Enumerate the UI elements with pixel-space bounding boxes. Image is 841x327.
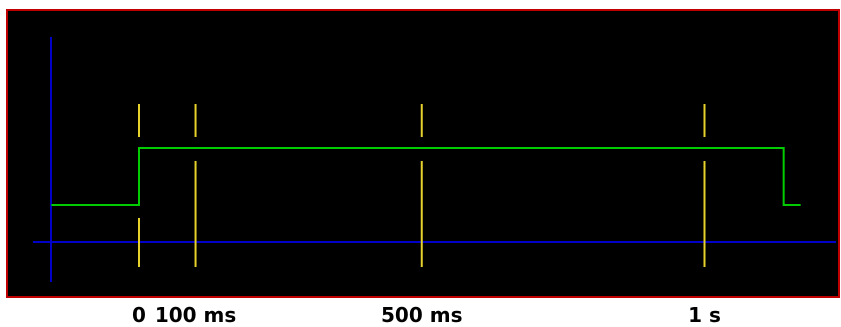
waveform-diagram xyxy=(6,9,840,298)
signal-waveform xyxy=(51,147,801,206)
marker-gap xyxy=(136,196,142,218)
diagram-background xyxy=(7,10,839,297)
time-label: 100 ms xyxy=(154,303,237,327)
time-label: 0 xyxy=(132,303,146,327)
time-label: 1 s xyxy=(688,303,721,327)
diagram-border xyxy=(6,9,840,298)
time-label: 500 ms xyxy=(381,303,463,327)
